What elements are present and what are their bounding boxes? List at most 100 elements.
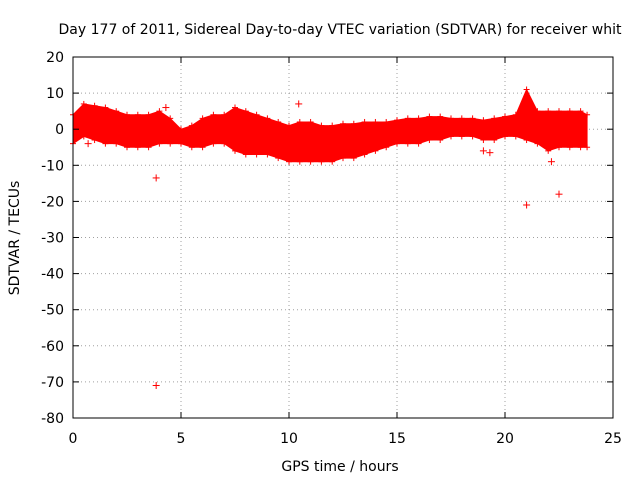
band-lower-point [253,151,260,158]
band-lower-point [394,140,400,147]
outlier-points [84,100,563,390]
x-tick-label: 0 [69,431,78,447]
band-upper-point [372,118,379,125]
band-lower-point [523,137,530,144]
band-lower-point [318,158,325,165]
y-tick-label: -50 [41,303,64,319]
x-axis-label: GPS time / hours [281,459,398,475]
band-upper-point [264,115,271,122]
band-upper-point [556,108,562,115]
band-upper-point [350,120,357,127]
band-upper-point [469,115,476,122]
y-tick-label: 0 [55,122,64,138]
band-lower-point [480,137,487,144]
band-lower-point [350,155,357,162]
band-lower-point [502,133,508,140]
band-upper-point [458,115,465,122]
band-upper-point [383,118,390,125]
x-tick-label: 20 [496,431,514,447]
band-upper-point [167,115,174,122]
band-lower-point [469,133,476,140]
band-upper-point [91,102,98,109]
band-upper-point [480,117,487,124]
band-lower-point [383,144,390,151]
band-lower-point [145,144,152,151]
x-tick-label: 15 [388,431,406,447]
outlier-point [152,174,160,182]
outlier-point [555,190,563,198]
band-upper-point [577,108,584,115]
band-upper-point [523,86,530,93]
band-upper-point [253,111,260,118]
y-tick-label: -40 [41,267,64,283]
band-lower-point [264,151,271,158]
band-lower-point [178,140,184,147]
band-upper-point [134,111,141,118]
band-upper-point [512,111,519,118]
x-tick-label: 5 [177,431,186,447]
band-lower-point [134,144,141,151]
band-upper-point [502,113,508,120]
band-lower-point [167,140,174,147]
y-axis-label: SDTVAR / TECUs [7,181,23,296]
band-upper-point [545,108,552,115]
y-tick-label: -30 [41,231,64,247]
outlier-point [479,147,487,155]
band-upper-point [491,115,498,122]
band-lower-point [458,133,465,140]
band-upper-point [404,115,411,122]
band-upper-point [102,104,109,111]
y-tick-label: -60 [41,339,64,355]
outlier-point [547,158,555,166]
chart-title: Day 177 of 2011, Sidereal Day-to-day VTE… [59,22,622,38]
band-lower-point [199,144,206,151]
y-tick-label: 10 [46,86,64,102]
band-lower-point [80,133,87,140]
band-lower-point [275,155,282,162]
band-upper-point [329,122,336,129]
band-upper-point [286,122,292,129]
band-lower-point [584,144,591,151]
outlier-point [523,201,531,209]
band-lower-point [512,133,519,140]
band-upper-point [156,108,163,115]
band-lower-point [566,144,573,151]
band-lower-point [404,140,411,147]
band-lower-point [188,144,195,151]
outlier-point [486,149,494,157]
band-upper-point [80,100,87,107]
x-tick-label: 25 [604,431,622,447]
band-lower-point [437,137,444,144]
band-lower-point [210,140,217,147]
band-lower-point [221,140,228,147]
y-tick-label: -70 [41,375,64,391]
band-lower-point [91,137,98,144]
band-lower-point [577,144,584,151]
band-upper-point [437,113,444,120]
band-upper-point [534,108,541,115]
band-upper-point [221,111,228,118]
band-upper-point [426,113,433,120]
y-tick-label: -20 [41,194,64,210]
data-band [70,86,591,165]
band-upper-point [318,122,325,129]
band-upper-point [361,118,368,125]
y-tick-label: -10 [41,158,64,174]
band-lower-point [156,140,163,147]
band-upper-point [242,108,249,115]
band-upper-point [210,111,217,118]
band-upper-point [113,108,120,115]
band-lower-point [296,158,303,165]
band-lower-point [232,147,238,154]
outlier-point [523,100,531,108]
band-lower-point [307,158,314,165]
outlier-point [84,140,92,148]
band-lower-point [340,155,346,162]
y-tick-label: 20 [46,50,64,66]
band-upper-point [448,115,454,122]
band-lower-point [113,140,120,147]
band-upper-point [145,111,152,118]
band-upper-point [275,118,282,125]
band-upper-point [307,118,314,125]
